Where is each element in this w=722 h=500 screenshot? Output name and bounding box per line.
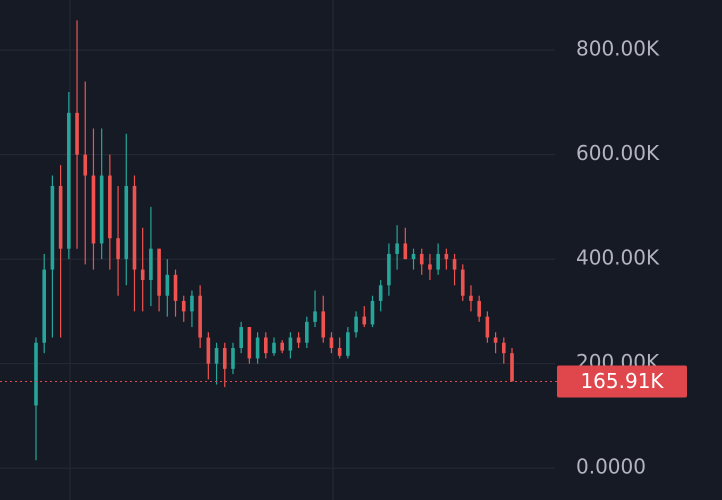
candle-body: [239, 327, 243, 348]
candle-body: [485, 316, 490, 338]
candle-body: [452, 259, 457, 270]
y-tick-label: 400.00K: [576, 246, 660, 270]
candle-body: [157, 248, 161, 296]
candle-body: [477, 300, 481, 317]
candle-body: [501, 342, 506, 354]
candle-body: [288, 337, 293, 351]
candle-body: [149, 248, 153, 281]
candle-body: [346, 332, 350, 356]
candle-body: [214, 347, 219, 364]
candle-body: [42, 269, 47, 343]
candle-body: [198, 295, 202, 338]
candle-body: [255, 337, 260, 359]
candle-body: [91, 175, 96, 244]
candle-body: [222, 347, 227, 369]
candle-body: [231, 347, 235, 369]
candle-body: [181, 300, 186, 312]
candle-body: [173, 274, 178, 301]
candle-body: [247, 327, 252, 359]
candle-body: [493, 337, 498, 343]
candle-body: [99, 175, 104, 244]
candle-body: [124, 185, 129, 260]
candle-body: [469, 295, 473, 301]
candle-body: [58, 185, 63, 249]
candle-body: [337, 347, 342, 356]
candle-body: [329, 337, 334, 348]
candle-body: [108, 175, 112, 239]
candle-body: [403, 243, 408, 260]
candle-body: [305, 321, 309, 343]
y-tick-label: 800.00K: [576, 37, 660, 61]
candle-body: [419, 253, 424, 265]
candle-body: [75, 112, 79, 155]
y-tick-label: 600.00K: [576, 141, 660, 165]
candle-body: [116, 238, 120, 260]
candle-body: [411, 253, 416, 260]
candle-body: [190, 295, 194, 312]
candle-body: [67, 112, 71, 249]
candle-body: [444, 253, 449, 260]
candle-body: [34, 342, 38, 406]
candle-body: [321, 311, 326, 338]
candle-body: [140, 269, 145, 281]
candle-body: [296, 337, 301, 343]
candle-body: [272, 342, 276, 354]
candle-body: [370, 300, 375, 325]
candle-body: [165, 274, 170, 296]
candle-body: [387, 253, 391, 286]
last-price-box: [557, 365, 687, 398]
candle-body: [460, 269, 465, 296]
candle-body: [132, 185, 137, 270]
candle-body: [83, 154, 88, 176]
last-price-label: 165.91K: [580, 369, 664, 393]
candle-body: [362, 316, 367, 325]
candle-body: [50, 185, 55, 270]
candle-body: [263, 337, 268, 354]
candle-body: [428, 264, 432, 270]
candle-body: [280, 342, 285, 351]
candle-body: [354, 316, 358, 333]
candle-body: [395, 243, 399, 254]
candle-body: [436, 253, 440, 270]
candle-body: [206, 337, 211, 364]
candle-body: [378, 285, 383, 301]
candle-body: [510, 353, 514, 382]
y-tick-label: 0.0000: [576, 455, 646, 479]
candle-body: [313, 311, 317, 322]
